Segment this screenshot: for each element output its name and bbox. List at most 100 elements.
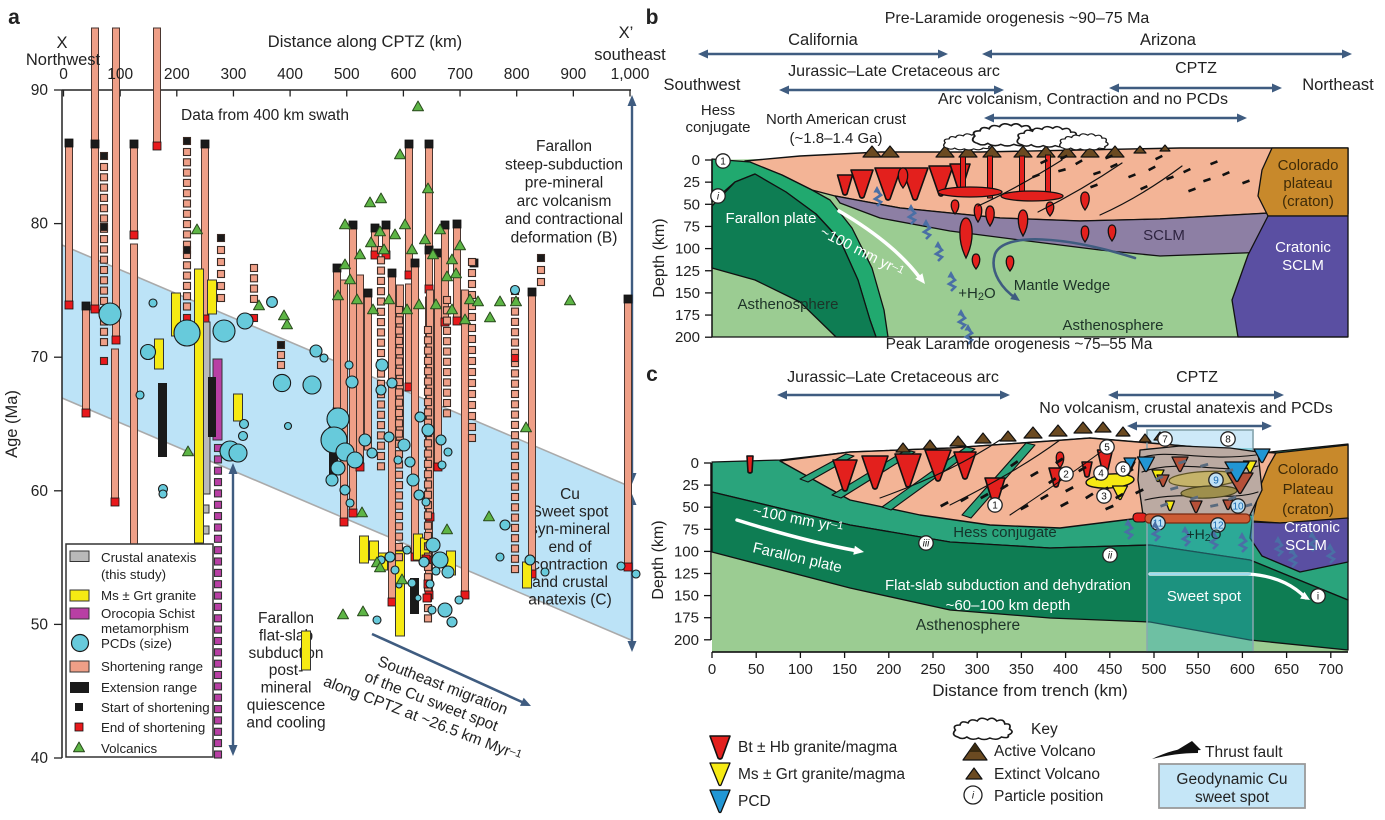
svg-text:SCLM: SCLM — [1285, 537, 1327, 554]
svg-text:SCLM: SCLM — [1143, 227, 1185, 244]
svg-text:25: 25 — [682, 477, 699, 494]
svg-text:700: 700 — [447, 66, 473, 83]
svg-text:contraction: contraction — [532, 556, 608, 573]
svg-text:syn-mineral: syn-mineral — [530, 521, 610, 538]
svg-text:Peak Laramide orogenesis ~75–5: Peak Laramide orogenesis ~75–55 Ma — [886, 336, 1153, 353]
svg-text:800: 800 — [504, 66, 530, 83]
svg-text:Sweet spot: Sweet spot — [1167, 588, 1242, 605]
svg-text:0: 0 — [692, 152, 700, 169]
svg-text:North American crust: North American crust — [766, 111, 907, 128]
svg-text:125: 125 — [674, 566, 699, 583]
svg-text:Key: Key — [1031, 721, 1058, 738]
svg-text:2: 2 — [1063, 470, 1069, 481]
svg-text:900: 900 — [560, 66, 586, 83]
svg-text:0: 0 — [691, 455, 699, 472]
svg-text:i: i — [717, 192, 720, 203]
svg-text:PCD: PCD — [738, 793, 771, 810]
svg-text:5: 5 — [1104, 443, 1110, 454]
svg-text:Extension range: Extension range — [101, 680, 197, 695]
svg-text:1: 1 — [992, 501, 998, 512]
svg-text:sweet spot: sweet spot — [1195, 789, 1270, 806]
svg-text:b: b — [646, 6, 659, 29]
svg-text:i: i — [1317, 592, 1319, 603]
svg-text:500: 500 — [334, 66, 360, 83]
svg-text:300: 300 — [965, 661, 990, 678]
svg-text:Arc volcanism, Contraction and: Arc volcanism, Contraction and no PCDs — [938, 91, 1228, 108]
svg-text:Sweet spot: Sweet spot — [532, 504, 609, 521]
svg-text:50: 50 — [31, 616, 49, 633]
svg-text:25: 25 — [683, 174, 700, 191]
svg-text:600: 600 — [1230, 661, 1255, 678]
svg-text:flat-slab: flat-slab — [259, 627, 313, 644]
svg-text:Depth (km): Depth (km) — [650, 520, 667, 599]
svg-text:(~1.8–1.4 Ga): (~1.8–1.4 Ga) — [790, 130, 883, 147]
svg-text:Bt ± Hb granite/magma: Bt ± Hb granite/magma — [738, 739, 898, 756]
svg-text:steep-subduction: steep-subduction — [505, 156, 623, 173]
svg-text:9: 9 — [1213, 476, 1219, 487]
svg-text:40: 40 — [31, 750, 49, 767]
svg-text:Cratonic: Cratonic — [1275, 239, 1331, 256]
svg-text:Extinct Volcano: Extinct Volcano — [994, 766, 1100, 783]
svg-text:ii: ii — [1108, 551, 1113, 562]
svg-text:Distance from trench (km): Distance from trench (km) — [932, 681, 1128, 700]
svg-text:Cu: Cu — [560, 486, 580, 503]
svg-text:Asthenosphere: Asthenosphere — [1063, 317, 1164, 334]
svg-text:Arizona: Arizona — [1140, 31, 1197, 49]
svg-text:End of shortening: End of shortening — [101, 720, 205, 735]
svg-text:3: 3 — [1101, 492, 1107, 503]
svg-text:175: 175 — [674, 610, 699, 627]
svg-text:300: 300 — [221, 66, 247, 83]
svg-text:700: 700 — [1318, 661, 1343, 678]
svg-text:metamorphism: metamorphism — [101, 621, 189, 636]
svg-text:Mantle Wedge: Mantle Wedge — [1014, 277, 1110, 294]
svg-text:Cratonic: Cratonic — [1284, 519, 1340, 536]
svg-text:100: 100 — [107, 66, 133, 83]
svg-text:7: 7 — [1162, 435, 1168, 446]
svg-text:end of: end of — [548, 539, 592, 556]
svg-text:Hess conjugate: Hess conjugate — [953, 524, 1056, 541]
svg-text:Farallon: Farallon — [536, 138, 592, 155]
svg-text:75: 75 — [682, 521, 699, 538]
svg-text:50: 50 — [682, 499, 699, 516]
svg-text:arc volcanism: arc volcanism — [517, 193, 612, 210]
svg-text:Age (Ma): Age (Ma) — [3, 390, 21, 458]
svg-text:PCDs (size): PCDs (size) — [101, 636, 172, 651]
svg-text:400: 400 — [277, 66, 303, 83]
svg-text:(craton): (craton) — [1282, 193, 1334, 210]
svg-text:+H2O: +H2O — [958, 285, 995, 303]
svg-text:50: 50 — [683, 196, 700, 213]
svg-text:mineral: mineral — [261, 680, 312, 697]
svg-text:No volcanism, crustal anatexis: No volcanism, crustal anatexis and PCDs — [1039, 400, 1332, 417]
svg-text:Volcanics: Volcanics — [101, 741, 158, 756]
svg-text:80: 80 — [31, 216, 49, 233]
svg-text:pre-mineral: pre-mineral — [525, 175, 603, 192]
svg-text:8: 8 — [1225, 435, 1231, 446]
svg-text:Northwest: Northwest — [26, 51, 101, 69]
svg-text:250: 250 — [920, 661, 945, 678]
svg-text:Geodynamic Cu: Geodynamic Cu — [1176, 771, 1287, 788]
svg-text:Ms ± Grt granite: Ms ± Grt granite — [101, 588, 196, 603]
svg-text:CPTZ: CPTZ — [1175, 60, 1217, 77]
svg-text:Plateau: Plateau — [1283, 481, 1334, 498]
svg-text:4: 4 — [1098, 469, 1104, 480]
svg-text:+H2O: +H2O — [1186, 526, 1221, 544]
svg-text:Crustal anatexis: Crustal anatexis — [101, 550, 197, 565]
svg-text:Asthenosphere: Asthenosphere — [916, 617, 1020, 634]
svg-text:anatexis (C): anatexis (C) — [528, 592, 612, 609]
svg-text:Pre-Laramide orogenesis ~90–75: Pre-Laramide orogenesis ~90–75 Ma — [885, 10, 1150, 27]
svg-text:12: 12 — [1212, 521, 1224, 532]
svg-text:CPTZ: CPTZ — [1176, 369, 1218, 386]
svg-text:100: 100 — [788, 661, 813, 678]
svg-text:and contractional: and contractional — [505, 211, 623, 228]
svg-text:~60–100 km depth: ~60–100 km depth — [946, 597, 1071, 614]
svg-text:i: i — [972, 791, 975, 802]
svg-text:c: c — [646, 363, 658, 386]
svg-text:a: a — [8, 6, 20, 29]
svg-text:1: 1 — [720, 157, 726, 168]
svg-text:70: 70 — [31, 349, 49, 366]
svg-text:550: 550 — [1186, 661, 1211, 678]
svg-text:175: 175 — [675, 307, 700, 324]
svg-text:200: 200 — [876, 661, 901, 678]
svg-text:Thrust fault: Thrust fault — [1205, 744, 1283, 761]
svg-text:Particle position: Particle position — [994, 788, 1103, 805]
